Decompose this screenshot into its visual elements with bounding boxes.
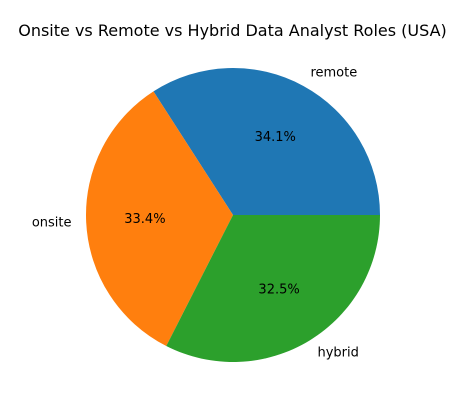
slice-label-hybrid: hybrid: [317, 345, 358, 360]
pct-label-remote: 34.1%: [255, 130, 296, 145]
slice-label-onsite: onsite: [32, 216, 72, 231]
chart-title: Onsite vs Remote vs Hybrid Data Analyst …: [18, 21, 447, 40]
pie-slice-hybrid: [166, 215, 380, 362]
pie-slice-onsite: [86, 91, 233, 346]
pie-slice-remote: [153, 68, 380, 215]
pct-label-hybrid: 32.5%: [258, 283, 299, 298]
pie-slices: [86, 68, 380, 362]
slice-label-remote: remote: [310, 66, 357, 81]
pct-label-onsite: 33.4%: [124, 212, 165, 227]
pie-labels: 34.1% remote 33.4% onsite 32.5% hybrid: [32, 66, 359, 361]
